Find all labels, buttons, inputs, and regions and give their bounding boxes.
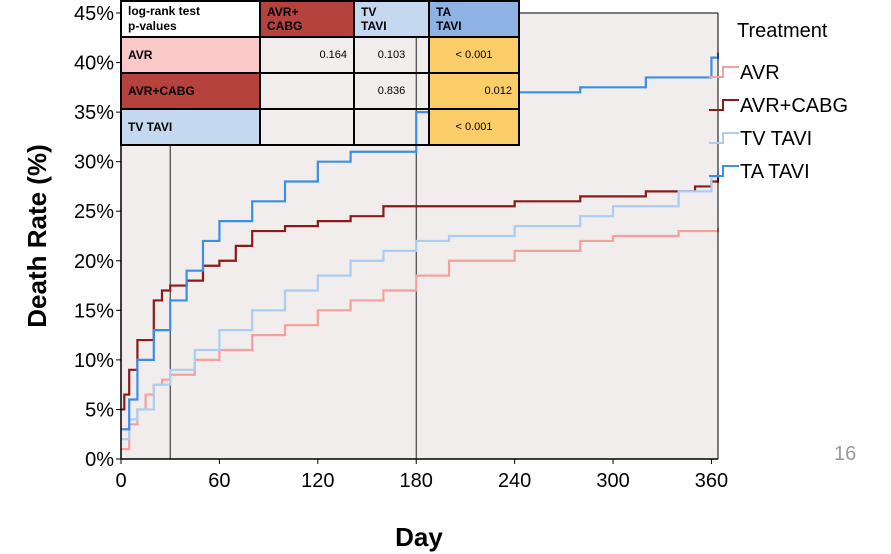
y-tick-label: 5%	[85, 399, 114, 421]
legend-line-ta-tavi	[709, 165, 739, 177]
pvalue-cell: < 0.001	[428, 108, 520, 146]
pvalue-cell	[259, 108, 355, 146]
pvalue-cell	[259, 72, 355, 110]
series-line-avr-cabg	[121, 176, 720, 411]
y-tick-label: 20%	[74, 251, 114, 273]
pvalue-cell: 0.836	[353, 72, 430, 110]
pvalue-table: log-rank test p-values AVR+ CABG TV TAVI…	[120, 0, 520, 146]
y-tick-label: 40%	[74, 53, 114, 75]
legend-line-tv-tavi	[709, 132, 739, 144]
row-header-avr-cabg: AVR+CABG	[120, 72, 261, 110]
x-tick-label: 180	[400, 470, 433, 492]
legend-line-avr	[709, 66, 739, 78]
y-tick-label: 25%	[74, 201, 114, 223]
pvalue-cell: 0.012	[428, 72, 520, 110]
pvalue-cell: 0.164	[259, 36, 355, 74]
legend-label-avr-cabg: AVR+CABG	[740, 95, 848, 117]
y-tick-label: 35%	[74, 102, 114, 124]
col-header-tv-tavi: TV TAVI	[353, 0, 430, 38]
corner-line-1: log-rank test	[128, 4, 201, 18]
series-line-ta-tavi	[121, 52, 720, 431]
row-header-tv-tavi: TV TAVI	[120, 108, 261, 146]
legend-title: Treatment	[737, 20, 828, 42]
legend-label-ta-tavi: TA TAVI	[740, 161, 810, 183]
y-tick-label: 45%	[74, 3, 114, 25]
legend-line-avr-cabg	[709, 99, 739, 111]
legend-label-tv-tavi: TV TAVI	[740, 128, 813, 150]
pvalue-cell	[353, 108, 430, 146]
series-line-avr	[121, 228, 720, 451]
col-header-tv-tavi-line2: TAVI	[361, 19, 387, 33]
y-tick-label: 30%	[74, 152, 114, 174]
col-header-avr-cabg: AVR+ CABG	[259, 0, 355, 38]
col-header-ta-tavi-line1: TA	[436, 5, 452, 19]
table-corner-cell: log-rank test p-values	[120, 0, 261, 38]
x-tick-label: 120	[301, 470, 334, 492]
x-axis-label: Day	[395, 522, 443, 552]
x-tick-label: 360	[695, 470, 728, 492]
x-tick-label: 300	[596, 470, 629, 492]
y-tick-label: 0%	[85, 449, 114, 471]
x-tick-label: 60	[208, 470, 230, 492]
pvalue-cell: < 0.001	[428, 36, 520, 74]
row-header-avr: AVR	[120, 36, 261, 74]
y-tick-label: 10%	[74, 350, 114, 372]
col-header-avr-cabg-line2: CABG	[267, 19, 303, 33]
x-tick-label: 0	[115, 470, 126, 492]
col-header-ta-tavi: TA TAVI	[428, 0, 520, 38]
col-header-ta-tavi-line2: TAVI	[436, 19, 462, 33]
corner-line-2: p-values	[128, 19, 177, 33]
col-header-tv-tavi-line1: TV	[361, 5, 377, 19]
col-header-avr-cabg-line1: AVR+	[267, 5, 299, 19]
legend-label-avr: AVR	[740, 62, 780, 84]
series-line-tv-tavi	[121, 171, 720, 441]
y-axis-label: Death Rate (%)	[22, 144, 52, 327]
slide-number: 16	[834, 443, 857, 465]
pvalue-cell: 0.103	[353, 36, 430, 74]
y-tick-label: 15%	[74, 300, 114, 322]
x-tick-label: 240	[498, 470, 531, 492]
